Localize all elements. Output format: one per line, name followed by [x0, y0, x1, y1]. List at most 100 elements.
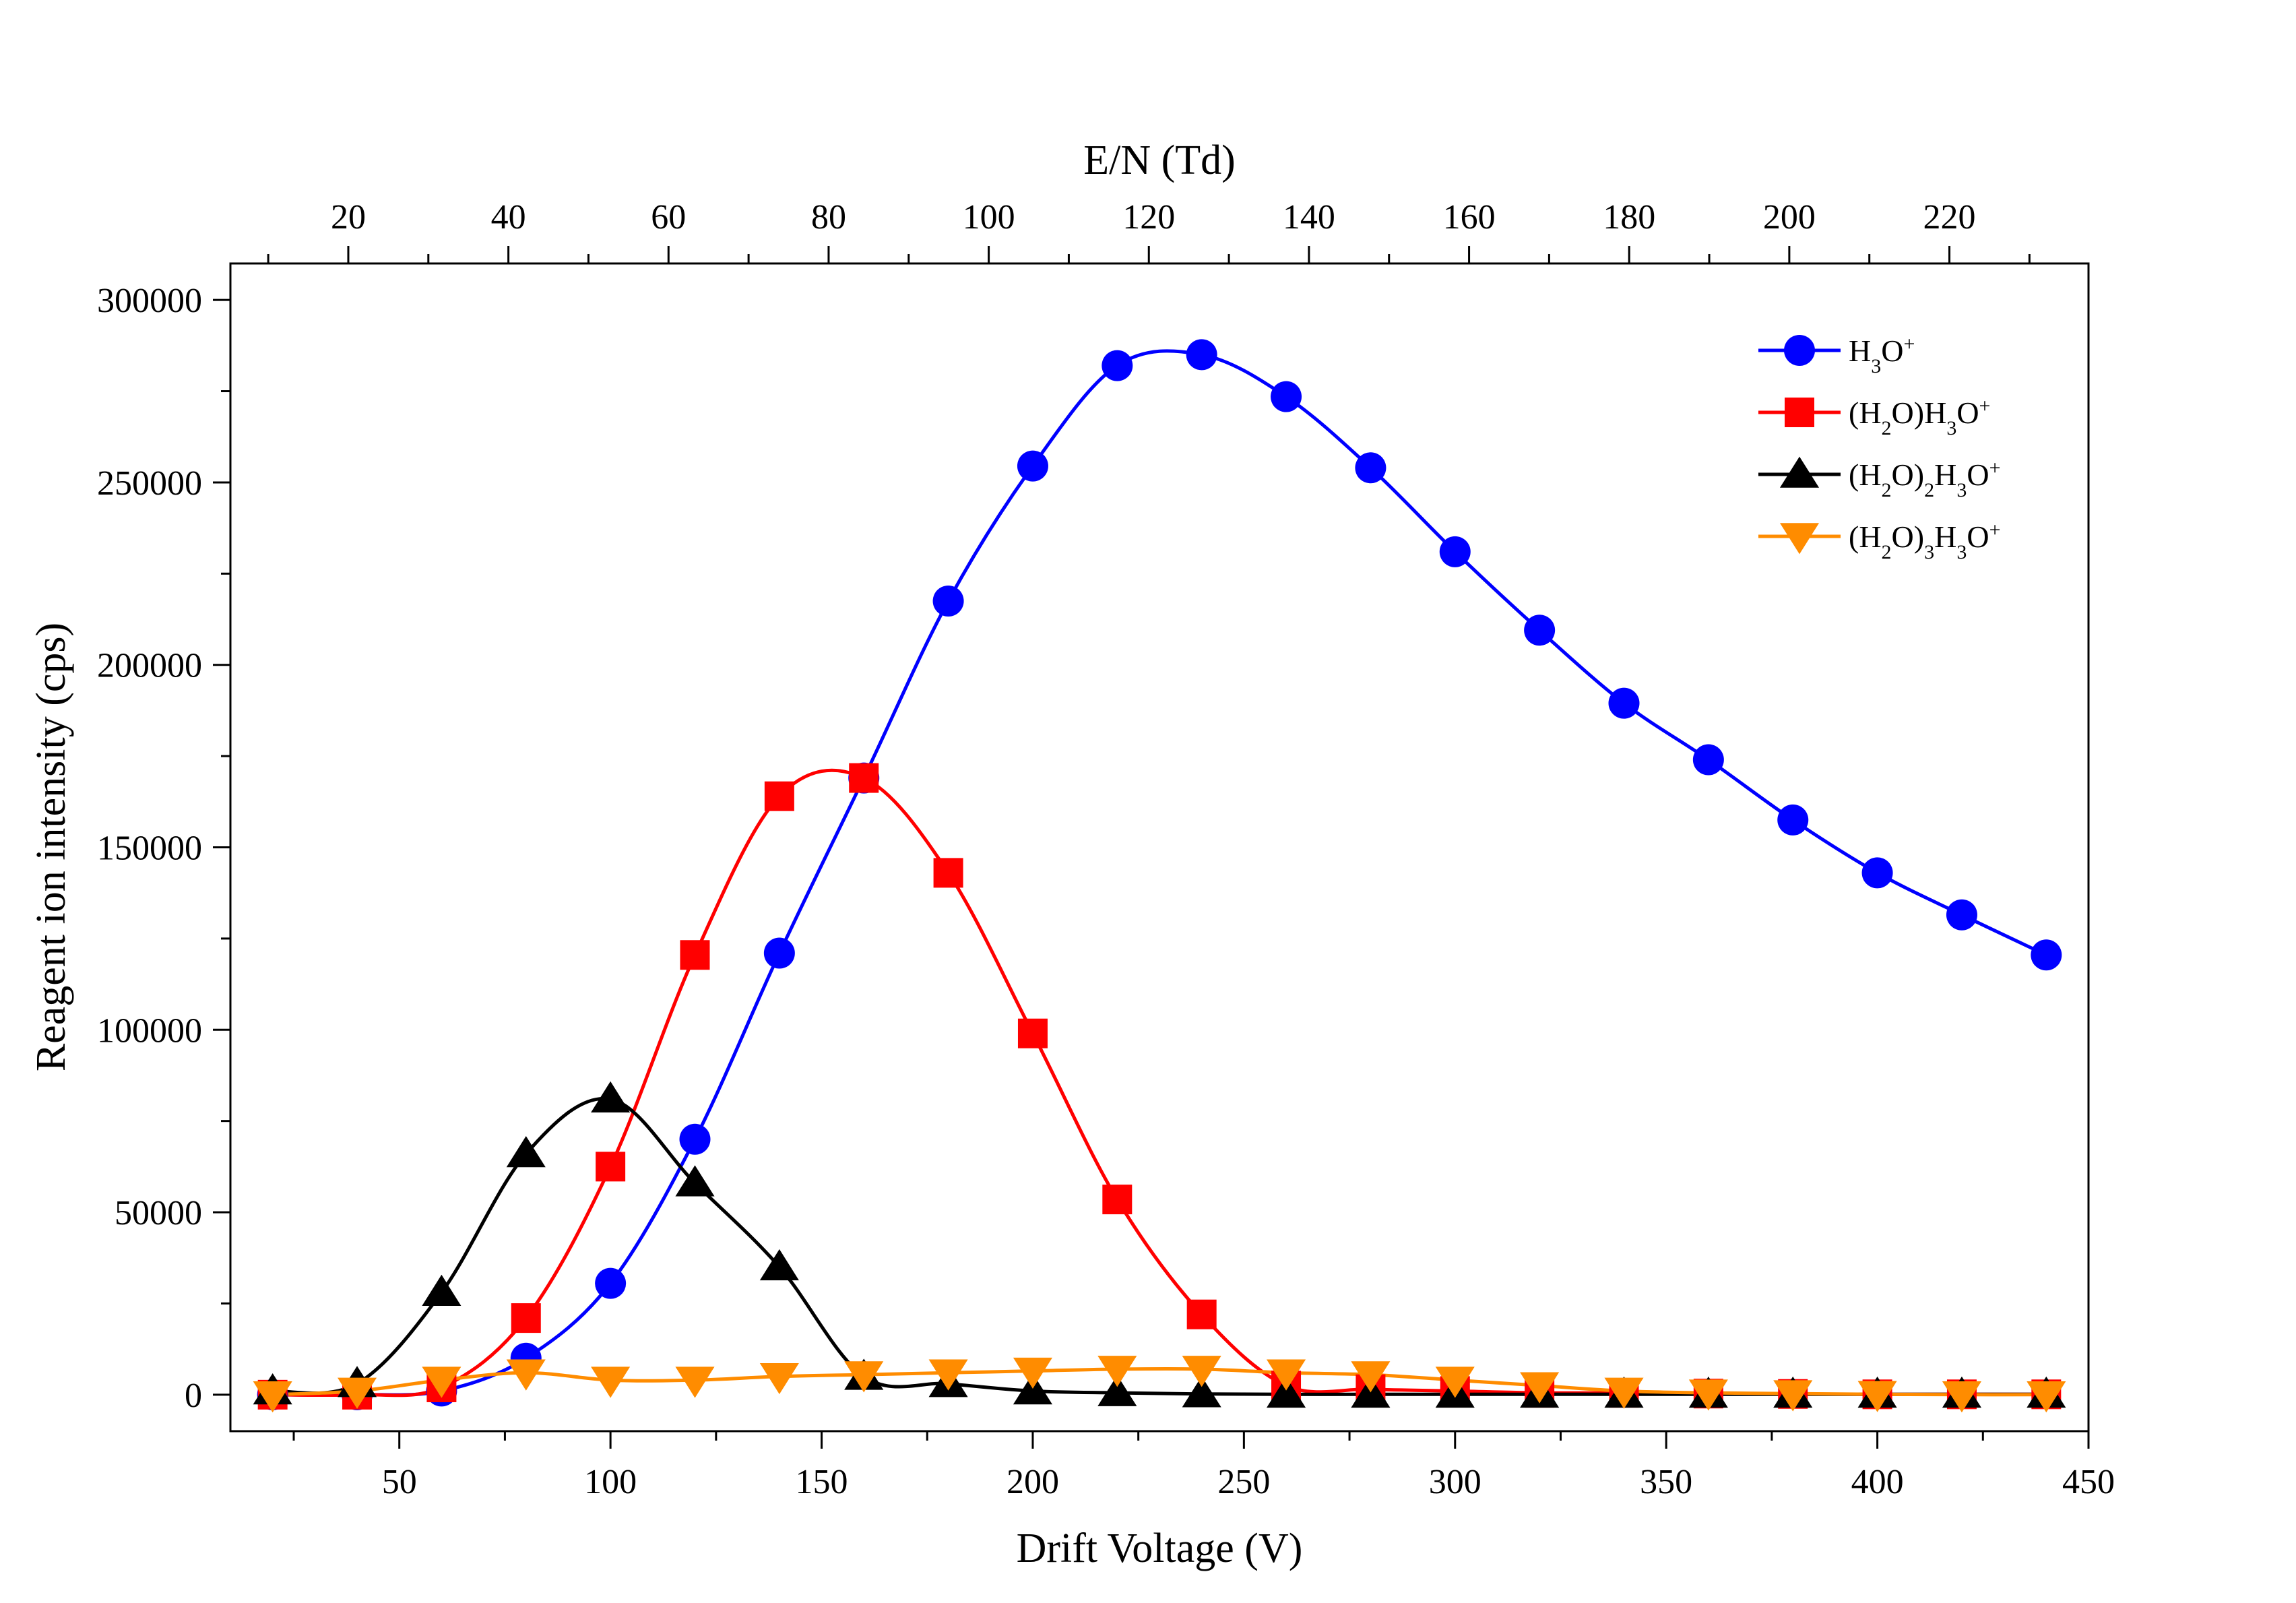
x2-tick-label: 160: [1443, 198, 1496, 237]
data-point-0: [1692, 744, 1724, 776]
data-point-2: [1097, 1375, 1137, 1406]
y-tick-label: 100000: [97, 1011, 202, 1050]
x2-tick-label: 80: [811, 198, 846, 237]
data-point-3: [1182, 1356, 1221, 1387]
data-point-0: [1861, 857, 1893, 889]
data-point-3: [1773, 1380, 1813, 1412]
data-point-0: [1271, 381, 1302, 412]
data-point-0: [1946, 899, 1977, 931]
data-point-1: [596, 1152, 626, 1182]
data-point-0: [1439, 536, 1471, 567]
x2-tick-label: 180: [1603, 198, 1655, 237]
data-point-1: [764, 781, 794, 811]
y-tick-label: 300000: [97, 282, 202, 320]
legend-label-0: H3O+: [1849, 333, 1915, 377]
x-tick-label: 200: [1007, 1463, 1059, 1501]
x-tick-label: 300: [1429, 1463, 1481, 1501]
legend-label-1: (H2O)H3O+: [1849, 395, 1990, 439]
y-tick-label: 50000: [115, 1194, 202, 1232]
data-point-0: [1608, 687, 1640, 719]
legend-label-3: (H2O)3H3O+: [1849, 519, 2000, 563]
data-point-3: [338, 1377, 377, 1409]
data-point-2: [1013, 1373, 1052, 1405]
series-markers: [253, 339, 2066, 1413]
legend-marker-2: [1779, 456, 1820, 488]
data-point-0: [595, 1267, 627, 1299]
y-axis-title: Reagent ion intensity (cps): [28, 623, 74, 1071]
data-point-0: [2031, 939, 2062, 971]
x2-tick-label: 220: [1923, 198, 1976, 237]
data-point-3: [591, 1366, 631, 1398]
data-point-3: [844, 1361, 884, 1393]
data-point-1: [1017, 1018, 1048, 1048]
series-line-0: [272, 349, 2047, 1397]
tick-labels: 50 100 150 200 250 300 350 400 450 0 50000 100000 15…: [97, 198, 2115, 1501]
legend: H3O+ (H2O)H3O+ (H2O)2H3O+ (H2O)3H3O+: [1758, 333, 2000, 563]
data-point-0: [932, 585, 964, 617]
data-point-1: [511, 1303, 541, 1333]
series-line-1: [272, 768, 2047, 1397]
data-point-0: [763, 937, 795, 969]
x2-tick-label: 140: [1283, 198, 1335, 237]
legend-marker-1: [1785, 398, 1814, 427]
data-point-3: [253, 1381, 292, 1413]
ticks: [213, 246, 2090, 1449]
data-point-3: [1351, 1361, 1391, 1393]
series-line-3: [272, 1366, 2047, 1397]
data-point-1: [849, 763, 879, 793]
data-point-2: [422, 1274, 461, 1307]
data-point-3: [2027, 1381, 2066, 1413]
x-tick-label: 400: [1851, 1463, 1904, 1501]
data-point-2: [1182, 1376, 1221, 1408]
x-tick-label: 100: [584, 1463, 637, 1501]
data-point-3: [1604, 1377, 1644, 1409]
x-tick-label: 50: [382, 1463, 417, 1501]
data-point-2: [675, 1165, 715, 1197]
x-tick-label: 450: [2062, 1463, 2115, 1501]
data-point-2: [759, 1249, 799, 1281]
data-point-1: [680, 940, 710, 970]
data-point-3: [1435, 1366, 1475, 1398]
data-point-2: [591, 1081, 631, 1112]
data-point-2: [1267, 1376, 1306, 1408]
data-point-3: [928, 1359, 968, 1391]
plot-frame: [229, 262, 2090, 1433]
data-point-0: [1102, 350, 1133, 381]
data-point-3: [1942, 1381, 1981, 1413]
data-point-0: [679, 1123, 711, 1155]
legend-marker-0: [1784, 335, 1815, 366]
y-tick-label: 250000: [97, 464, 202, 503]
x-tick-label: 250: [1217, 1463, 1270, 1501]
data-point-3: [1097, 1356, 1137, 1387]
data-point-3: [1013, 1357, 1052, 1389]
data-point-1: [1186, 1299, 1217, 1329]
data-point-1: [1102, 1185, 1133, 1215]
x-tick-label: 150: [796, 1463, 848, 1501]
x-axis-title: Drift Voltage (V): [1017, 1526, 1303, 1571]
data-point-1: [933, 858, 963, 888]
data-point-3: [675, 1366, 715, 1398]
legend-label-2: (H2O)2H3O+: [1849, 457, 2000, 501]
x-tick-label: 350: [1640, 1463, 1692, 1501]
data-point-3: [506, 1359, 546, 1391]
x2-tick-label: 200: [1763, 198, 1816, 237]
series-lines: [272, 349, 2047, 1397]
data-point-3: [1520, 1372, 1560, 1404]
data-point-0: [1777, 804, 1809, 836]
data-point-3: [1857, 1381, 1897, 1412]
y-tick-label: 200000: [97, 647, 202, 685]
y-tick-label: 0: [185, 1377, 202, 1415]
data-point-0: [1017, 450, 1048, 482]
y-tick-label: 150000: [97, 829, 202, 868]
data-point-0: [1524, 615, 1556, 646]
data-point-3: [759, 1362, 799, 1395]
x2-tick-label: 100: [963, 198, 1015, 237]
x2-tick-label: 20: [331, 198, 366, 237]
data-point-0: [1186, 339, 1217, 371]
data-point-3: [1688, 1379, 1728, 1411]
x2-tick-label: 60: [651, 198, 686, 237]
x2-tick-label: 40: [491, 198, 526, 237]
data-point-3: [1267, 1359, 1306, 1391]
data-point-2: [506, 1136, 546, 1168]
